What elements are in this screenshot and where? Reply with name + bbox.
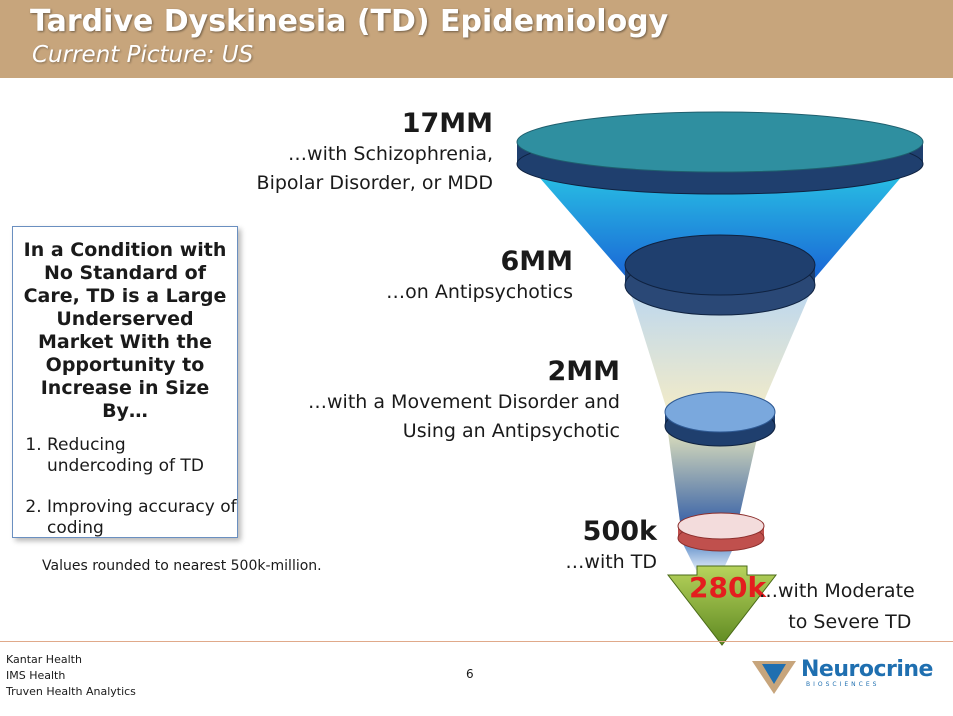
level-desc-line1: …on Antipsychotics [386, 281, 573, 303]
final-desc: …with Moderate to Severe TD [759, 576, 915, 638]
source-list: Kantar Health IMS Health Truven Health A… [6, 652, 136, 700]
down-arrow [666, 565, 778, 646]
page-title: Tardive Dyskinesia (TD) Epidemiology [30, 4, 669, 39]
logo-subtext: BIOSCIENCES [806, 681, 880, 688]
funnel-cone-3 [667, 425, 760, 522]
logo-wordmark: Neurocrine [801, 657, 933, 682]
level-value: 2MM [547, 356, 620, 387]
level-label-500k: 500k …with TD [565, 516, 657, 577]
funnel-disk-500k [677, 512, 765, 552]
level-desc-line1: …with a Movement Disorder and [308, 391, 620, 413]
level-value: 500k [582, 516, 657, 547]
callout-box: In a Condition with No Standard of Care,… [12, 226, 238, 538]
final-desc-line1: …with Moderate [759, 580, 915, 602]
list-item: Reducing undercoding of TD [47, 435, 237, 477]
header-bar: Tardive Dyskinesia (TD) Epidemiology Cur… [0, 0, 953, 78]
funnel-disk-6mm [624, 234, 816, 316]
callout-heading: In a Condition with No Standard of Care,… [23, 239, 227, 422]
list-item: Improving accuracy of coding [47, 497, 237, 539]
funnel-disk-2mm [664, 391, 776, 447]
rounding-note: Values rounded to nearest 500k-million. [42, 558, 322, 574]
neurocrine-logo-icon [752, 661, 796, 694]
funnel-disk-17mm [516, 111, 924, 195]
level-desc-line2: Bipolar Disorder, or MDD [256, 172, 493, 194]
level-desc-line2: Using an Antipsychotic [402, 420, 620, 442]
level-label-6mm: 6MM …on Antipsychotics [386, 246, 573, 307]
footer-divider [0, 641, 953, 642]
page-subtitle: Current Picture: US [32, 42, 254, 68]
level-value: 17MM [401, 108, 493, 139]
level-label-2mm: 2MM …with a Movement Disorder and Using … [308, 356, 620, 446]
final-value-280k: 280k [689, 571, 767, 604]
level-value: 6MM [500, 246, 573, 277]
final-desc-line2: to Severe TD [788, 611, 912, 633]
level-label-17mm: 17MM …with Schizophrenia, Bipolar Disord… [257, 108, 493, 198]
page-number: 6 [466, 667, 474, 681]
level-desc-line1: …with Schizophrenia, [288, 143, 493, 165]
source-item: IMS Health [6, 669, 66, 682]
callout-list: Reducing undercoding of TD Improving acc… [13, 435, 237, 539]
source-item: Truven Health Analytics [6, 685, 136, 698]
level-desc-line1: …with TD [565, 551, 657, 573]
source-item: Kantar Health [6, 653, 82, 666]
funnel-cone-2 [627, 282, 815, 410]
